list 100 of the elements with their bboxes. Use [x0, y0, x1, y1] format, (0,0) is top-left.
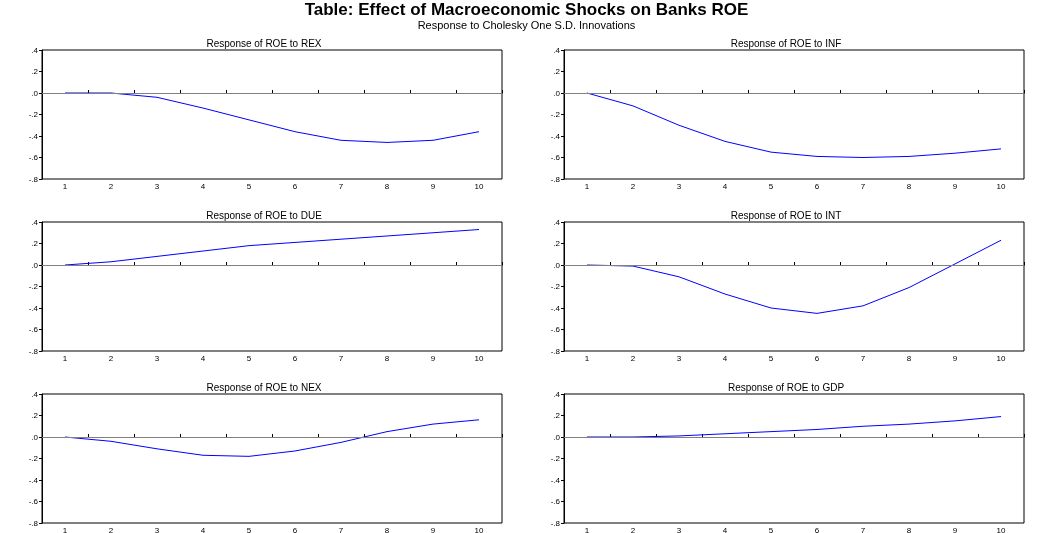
x-tick-label: 2 — [108, 181, 114, 191]
y-tick-label: -.6 — [550, 325, 561, 334]
x-tick-label: 1 — [584, 525, 590, 533]
x-tick-label: 8 — [384, 353, 390, 363]
x-tick-label: 7 — [860, 181, 866, 191]
x-tick-label: 4 — [200, 181, 206, 191]
x-tick-label: 5 — [768, 353, 774, 363]
x-tick-label: 2 — [108, 525, 114, 533]
x-tick-label: 5 — [768, 181, 774, 191]
x-tick-label: 6 — [814, 181, 820, 191]
x-tick-label: 2 — [630, 353, 636, 363]
x-tick-label: 1 — [62, 525, 68, 533]
y-tick-label: .2 — [31, 411, 39, 420]
chart-title: Response of ROE to INT — [730, 209, 842, 221]
y-tick-label: -.6 — [28, 497, 39, 506]
chart-title: Response of ROE to GDP — [727, 381, 845, 393]
x-tick-label: 9 — [952, 525, 958, 533]
y-tick-label: .2 — [553, 239, 561, 248]
x-tick-label: 4 — [722, 353, 728, 363]
x-tick-label: 5 — [246, 181, 252, 191]
x-tick-label: 7 — [860, 525, 866, 533]
y-tick-label: -.4 — [550, 303, 561, 313]
x-tick-label: 3 — [154, 525, 160, 533]
y-tick-label: -.4 — [550, 475, 561, 485]
x-tick-label: 4 — [722, 525, 728, 533]
x-tick-label: 1 — [584, 353, 590, 363]
y-tick-label: .2 — [553, 411, 561, 420]
text: Table: Effect of Macroeconomic Shocks on Banks ROE — [303, 0, 750, 19]
x-tick-label: 3 — [676, 353, 682, 363]
line-series — [586, 416, 1002, 438]
x-tick-label: 9 — [952, 181, 958, 191]
y-tick-label: -.2 — [550, 110, 561, 119]
x-tick-label: 7 — [338, 525, 344, 533]
y-tick-label: -.6 — [28, 325, 39, 334]
y-tick-label: -.2 — [28, 110, 39, 119]
x-tick-label: 6 — [292, 181, 298, 191]
x-tick-label: 6 — [292, 525, 298, 533]
chart-title: Response of ROE to INF — [730, 37, 842, 49]
x-tick-label: 5 — [246, 525, 252, 533]
y-tick-label: -.2 — [550, 454, 561, 463]
x-tick-label: 5 — [768, 525, 774, 533]
x-tick-label: 3 — [676, 181, 682, 191]
y-tick-label: .2 — [31, 239, 39, 248]
x-tick-label: 10 — [474, 181, 484, 191]
y-tick-label: -.6 — [550, 497, 561, 506]
x-tick-label: 6 — [814, 525, 820, 533]
chart-title: Response of ROE to DUE — [206, 209, 323, 221]
y-tick-label: .2 — [553, 67, 561, 76]
x-tick-label: 8 — [906, 353, 912, 363]
x-tick-label: 8 — [906, 525, 912, 533]
y-tick-label: .4 — [553, 217, 561, 227]
x-tick-label: 9 — [430, 181, 436, 191]
y-tick-label: -.2 — [550, 282, 561, 291]
x-tick-label: 3 — [154, 181, 160, 191]
y-tick-label: .0 — [553, 432, 561, 442]
y-tick-label: -.8 — [550, 518, 561, 528]
y-tick-label: .0 — [553, 88, 561, 98]
y-tick-label: -.4 — [550, 131, 561, 141]
y-tick-label: -.8 — [28, 518, 39, 528]
x-tick-label: 7 — [338, 353, 344, 363]
y-tick-label: .4 — [553, 389, 561, 399]
y-tick-label: .4 — [31, 45, 39, 55]
chart-title: Response of ROE to REX — [206, 37, 322, 49]
x-tick-label: 6 — [292, 353, 298, 363]
y-tick-label: .0 — [31, 260, 39, 270]
line-series — [586, 239, 1002, 314]
y-tick-label: -.4 — [28, 303, 39, 313]
x-tick-label: 8 — [384, 181, 390, 191]
x-tick-label: 10 — [996, 353, 1006, 363]
x-tick-label: 1 — [62, 181, 68, 191]
x-tick-label: 1 — [584, 181, 590, 191]
x-tick-label: 2 — [108, 353, 114, 363]
y-tick-label: .0 — [553, 260, 561, 270]
x-tick-label: 10 — [996, 525, 1006, 533]
line-series — [64, 419, 480, 457]
y-tick-label: -.4 — [28, 131, 39, 141]
x-tick-label: 3 — [154, 353, 160, 363]
x-tick-label: 3 — [676, 525, 682, 533]
x-tick-label: 10 — [996, 181, 1006, 191]
x-tick-label: 9 — [430, 353, 436, 363]
x-tick-label: 2 — [630, 181, 636, 191]
y-tick-label: -.8 — [28, 174, 39, 184]
y-tick-label: -.6 — [550, 153, 561, 162]
y-tick-label: -.8 — [28, 346, 39, 356]
x-tick-label: 9 — [430, 525, 436, 533]
y-tick-label: .4 — [553, 45, 561, 55]
y-tick-label: .4 — [31, 217, 39, 227]
line-series — [586, 92, 1002, 158]
x-tick-label: 5 — [246, 353, 252, 363]
y-tick-label: -.2 — [28, 282, 39, 291]
x-tick-label: 1 — [62, 353, 68, 363]
x-tick-label: 8 — [906, 181, 912, 191]
x-tick-label: 8 — [384, 525, 390, 533]
x-tick-label: 10 — [474, 525, 484, 533]
text: Response to Cholesky One S.D. Innovations — [416, 19, 637, 31]
y-tick-label: .0 — [31, 432, 39, 442]
x-tick-label: 2 — [630, 525, 636, 533]
x-tick-label: 10 — [474, 353, 484, 363]
line-series — [64, 229, 480, 266]
y-tick-label: -.6 — [28, 153, 39, 162]
